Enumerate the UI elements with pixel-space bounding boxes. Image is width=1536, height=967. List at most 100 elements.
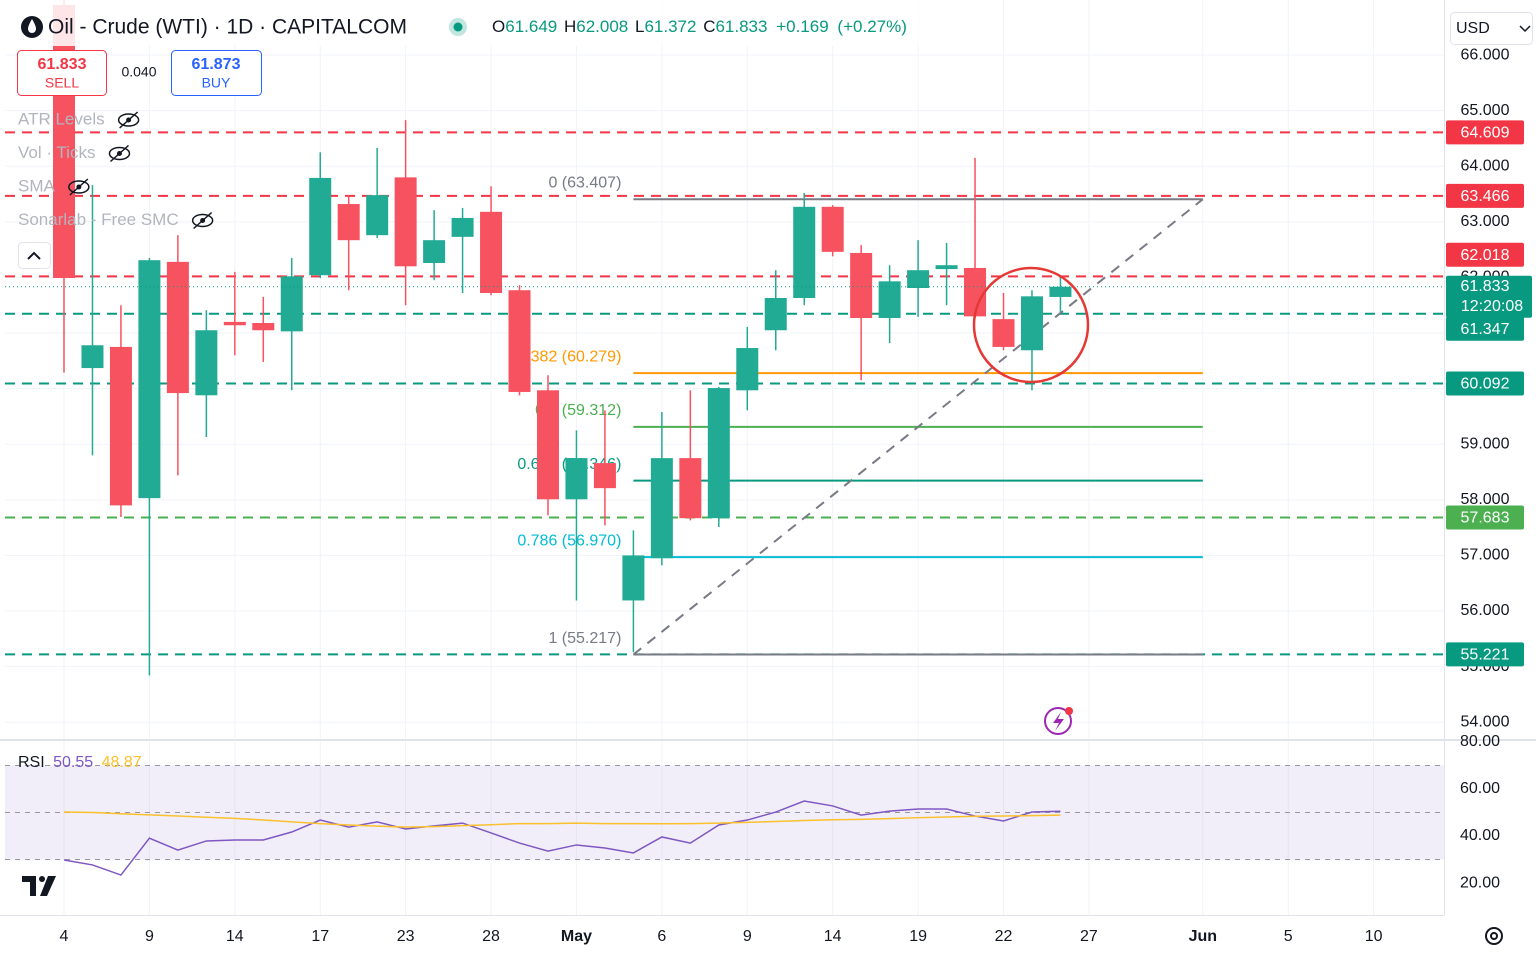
indicator-name[interactable]: Sonarlab - Free SMC [18, 210, 179, 229]
candle-body [878, 281, 901, 319]
candle-body [992, 319, 1015, 347]
x-tick-label: 28 [482, 928, 500, 945]
candle-body [736, 348, 759, 391]
ohlc-value: 61.833 [715, 17, 767, 36]
eye-slash [193, 211, 213, 230]
rsi-legend: RSI 50.55 48.87 [18, 754, 142, 771]
candle-body [1049, 286, 1072, 297]
symbol-title[interactable]: Oil - Crude (WTI) · 1D · CAPITALCOM [48, 16, 407, 39]
currency-select[interactable]: USD [1450, 12, 1533, 45]
current-price-label: 61.833 [1461, 278, 1510, 295]
candle-body [964, 267, 987, 317]
level-price-tag [1446, 183, 1524, 208]
x-tick-label: 5 [1284, 928, 1293, 945]
candle-body [252, 323, 275, 331]
visibility-toggle[interactable] [117, 111, 140, 129]
header-bg [0, 0, 990, 46]
countdown-label: 12:20:08 [1461, 298, 1523, 315]
y-tick-label: 54.000 [1461, 713, 1510, 730]
indicator-name[interactable]: ATR Levels [18, 109, 105, 128]
candle-body [850, 252, 873, 319]
candle-body [679, 458, 702, 519]
candle-body [81, 345, 104, 369]
candle-body [508, 290, 531, 392]
visibility-toggle[interactable] [191, 211, 214, 230]
spread: 0.040 [121, 64, 156, 80]
sell-button[interactable]: 61.833 SELL [17, 50, 107, 96]
buy-button[interactable]: 61.873 BUY [171, 50, 262, 96]
y-tick-label: 57.000 [1461, 547, 1510, 564]
price-axis: 4 9 14 17 23 28 May 6 9 14 19 22 27 Jun 5 10 66.000 65.00… [60, 46, 1532, 945]
ohlc-label: H [564, 17, 576, 36]
level-price-tag [1446, 371, 1524, 396]
y-tick-label: 58.000 [1461, 491, 1510, 508]
level-price-label: 64.609 [1461, 125, 1510, 142]
candle-body [166, 261, 189, 394]
eye-slash [119, 111, 139, 129]
eye-slash [109, 144, 129, 163]
candle-body [565, 458, 588, 500]
fib-label: 1 (55.217) [548, 630, 621, 647]
x-tick-label: 23 [397, 928, 415, 945]
highlight-circle [972, 266, 1090, 384]
x-tick-label: 9 [145, 928, 154, 945]
ohlc-label: C [703, 17, 715, 36]
x-tick-label: Jun [1189, 928, 1217, 945]
collapse-button[interactable] [18, 242, 51, 269]
buy-price: 61.873 [192, 56, 241, 73]
candle-body [138, 260, 161, 499]
market-status-dot [453, 22, 463, 32]
x-tick-label: 9 [743, 928, 752, 945]
price-pane: 0 (63.407)0.382 (60.279)0.5 (59.312)0.61… [5, 0, 1444, 676]
fib-label: 0.382 (60.279) [517, 348, 621, 365]
rsi-band [5, 765, 1444, 860]
ohlc-value: 61.649 [505, 17, 557, 36]
x-tick-label: 27 [1080, 928, 1098, 945]
candle-body [793, 206, 816, 299]
candle-body [337, 204, 360, 241]
eye [68, 180, 90, 194]
y-tick-label: 56.000 [1461, 602, 1510, 619]
candle-body [280, 276, 303, 332]
rsi-line [63, 800, 1061, 876]
ohlc-label: L [635, 17, 644, 36]
candle-body [1020, 296, 1043, 351]
level-price-tag [1446, 316, 1524, 341]
settings-button[interactable] [1485, 927, 1503, 945]
candle-body [622, 555, 645, 601]
level-price-label: 63.466 [1461, 188, 1510, 205]
y-tick-label: 64.000 [1461, 157, 1510, 174]
candle-body [821, 206, 844, 252]
x-tick-label: 17 [311, 928, 329, 945]
rsi-ma-value: 48.87 [102, 754, 142, 771]
level-price-tag [1446, 642, 1524, 667]
level-price-label: 55.221 [1461, 647, 1510, 664]
eye [117, 113, 140, 127]
candle-body [195, 330, 218, 396]
indicator-name[interactable]: SMA [18, 176, 56, 195]
candle-body [593, 463, 616, 489]
ohlc-value: 62.008 [576, 17, 628, 36]
candle-body [223, 321, 246, 326]
level-price-tag [1446, 120, 1524, 145]
indicator-list: ATR Levels Vol · Ticks SMA Sonarlab - Free … [18, 109, 214, 230]
indicator-name[interactable]: Vol · Ticks [18, 143, 95, 162]
visibility-toggle[interactable] [108, 144, 131, 163]
alert-icon[interactable] [1044, 707, 1073, 735]
sell-label: SELL [45, 75, 79, 91]
candle-body [480, 211, 503, 293]
ohlc-label: O [492, 17, 505, 36]
eye-slash [69, 178, 89, 196]
x-tick-label: May [561, 928, 592, 945]
x-tick-label: 10 [1365, 928, 1383, 945]
x-tick-label: 19 [909, 928, 927, 945]
visibility-toggle[interactable] [68, 178, 90, 196]
fib-label: 0.786 (56.970) [517, 532, 621, 549]
level-price-label: 60.092 [1461, 376, 1510, 393]
candle-body [394, 177, 417, 267]
x-tick-label: 14 [824, 928, 842, 945]
rsi-line [63, 811, 1061, 828]
candle-body [366, 195, 389, 236]
level-price-tag [1446, 505, 1524, 530]
eye [191, 213, 214, 228]
